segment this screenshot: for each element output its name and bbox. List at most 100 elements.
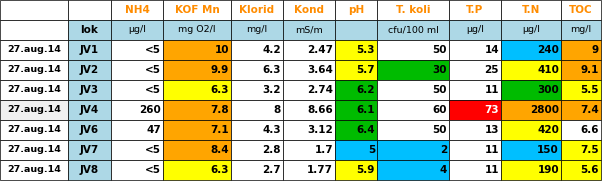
Bar xyxy=(68,20,111,40)
Bar xyxy=(501,100,561,120)
Text: 2: 2 xyxy=(439,145,447,155)
Bar xyxy=(501,40,561,60)
Text: Klorid: Klorid xyxy=(240,5,275,15)
Bar xyxy=(231,140,283,160)
Bar xyxy=(68,120,111,140)
Bar xyxy=(68,60,111,80)
Text: 6.3: 6.3 xyxy=(211,85,229,95)
Bar xyxy=(377,60,449,80)
Text: 7.4: 7.4 xyxy=(580,105,599,115)
Bar xyxy=(231,160,283,180)
Text: <5: <5 xyxy=(145,65,161,75)
Bar xyxy=(283,80,335,100)
Bar xyxy=(501,160,561,180)
Text: 7.8: 7.8 xyxy=(210,105,229,115)
Text: 9.1: 9.1 xyxy=(580,65,599,75)
Bar xyxy=(283,120,335,140)
Text: 8.66: 8.66 xyxy=(307,105,333,115)
Text: 6.1: 6.1 xyxy=(356,105,375,115)
Bar xyxy=(377,80,449,100)
Text: 11: 11 xyxy=(485,145,499,155)
Bar xyxy=(163,140,231,160)
Text: 5.5: 5.5 xyxy=(580,85,599,95)
Bar xyxy=(163,80,231,100)
Bar xyxy=(335,0,377,20)
Text: 8: 8 xyxy=(274,105,281,115)
Bar xyxy=(501,80,561,100)
Text: 6.4: 6.4 xyxy=(356,125,375,135)
Text: 10: 10 xyxy=(214,45,229,55)
Bar xyxy=(231,100,283,120)
Bar xyxy=(561,40,601,60)
Bar xyxy=(283,100,335,120)
Bar xyxy=(163,160,231,180)
Text: 6.6: 6.6 xyxy=(580,125,599,135)
Bar xyxy=(501,120,561,140)
Bar xyxy=(163,100,231,120)
Bar xyxy=(561,140,601,160)
Bar xyxy=(0,60,68,80)
Text: 410: 410 xyxy=(537,65,559,75)
Bar xyxy=(335,60,377,80)
Text: 47: 47 xyxy=(146,125,161,135)
Bar xyxy=(111,40,163,60)
Text: JV8: JV8 xyxy=(80,165,99,175)
Text: 4.2: 4.2 xyxy=(262,45,281,55)
Bar xyxy=(283,0,335,20)
Bar xyxy=(111,100,163,120)
Bar xyxy=(561,20,601,40)
Bar xyxy=(377,100,449,120)
Bar xyxy=(68,40,111,60)
Text: 11: 11 xyxy=(485,85,499,95)
Text: μg/l: μg/l xyxy=(466,26,484,35)
Bar xyxy=(0,120,68,140)
Bar xyxy=(0,80,68,100)
Bar xyxy=(377,40,449,60)
Bar xyxy=(377,20,449,40)
Text: 5.7: 5.7 xyxy=(356,65,375,75)
Text: 7.1: 7.1 xyxy=(210,125,229,135)
Bar xyxy=(449,80,501,100)
Text: 2.7: 2.7 xyxy=(262,165,281,175)
Bar xyxy=(335,40,377,60)
Text: <5: <5 xyxy=(145,165,161,175)
Bar xyxy=(501,20,561,40)
Text: 73: 73 xyxy=(485,105,499,115)
Text: 300: 300 xyxy=(537,85,559,95)
Text: 3.64: 3.64 xyxy=(307,65,333,75)
Text: 13: 13 xyxy=(485,125,499,135)
Bar xyxy=(111,0,163,20)
Bar xyxy=(163,40,231,60)
Text: 5.3: 5.3 xyxy=(356,45,375,55)
Bar xyxy=(111,120,163,140)
Bar xyxy=(283,160,335,180)
Bar xyxy=(449,120,501,140)
Text: 5.9: 5.9 xyxy=(356,165,375,175)
Bar xyxy=(283,40,335,60)
Text: 27.aug.14: 27.aug.14 xyxy=(7,106,61,115)
Text: JV3: JV3 xyxy=(80,85,99,95)
Text: 5: 5 xyxy=(368,145,375,155)
Text: JV7: JV7 xyxy=(80,145,99,155)
Text: JV2: JV2 xyxy=(80,65,99,75)
Bar xyxy=(335,80,377,100)
Text: 50: 50 xyxy=(432,85,447,95)
Bar xyxy=(283,20,335,40)
Text: 27.aug.14: 27.aug.14 xyxy=(7,165,61,174)
Bar xyxy=(283,140,335,160)
Text: 27.aug.14: 27.aug.14 xyxy=(7,66,61,75)
Text: 2800: 2800 xyxy=(530,105,559,115)
Bar xyxy=(111,80,163,100)
Text: 50: 50 xyxy=(432,125,447,135)
Bar xyxy=(0,40,68,60)
Bar xyxy=(377,120,449,140)
Text: cfu/100 ml: cfu/100 ml xyxy=(388,26,438,35)
Bar xyxy=(0,140,68,160)
Text: 4: 4 xyxy=(439,165,447,175)
Bar xyxy=(163,20,231,40)
Text: mg/l: mg/l xyxy=(246,26,267,35)
Bar xyxy=(283,60,335,80)
Text: 6.3: 6.3 xyxy=(262,65,281,75)
Bar xyxy=(111,140,163,160)
Text: 2.74: 2.74 xyxy=(307,85,333,95)
